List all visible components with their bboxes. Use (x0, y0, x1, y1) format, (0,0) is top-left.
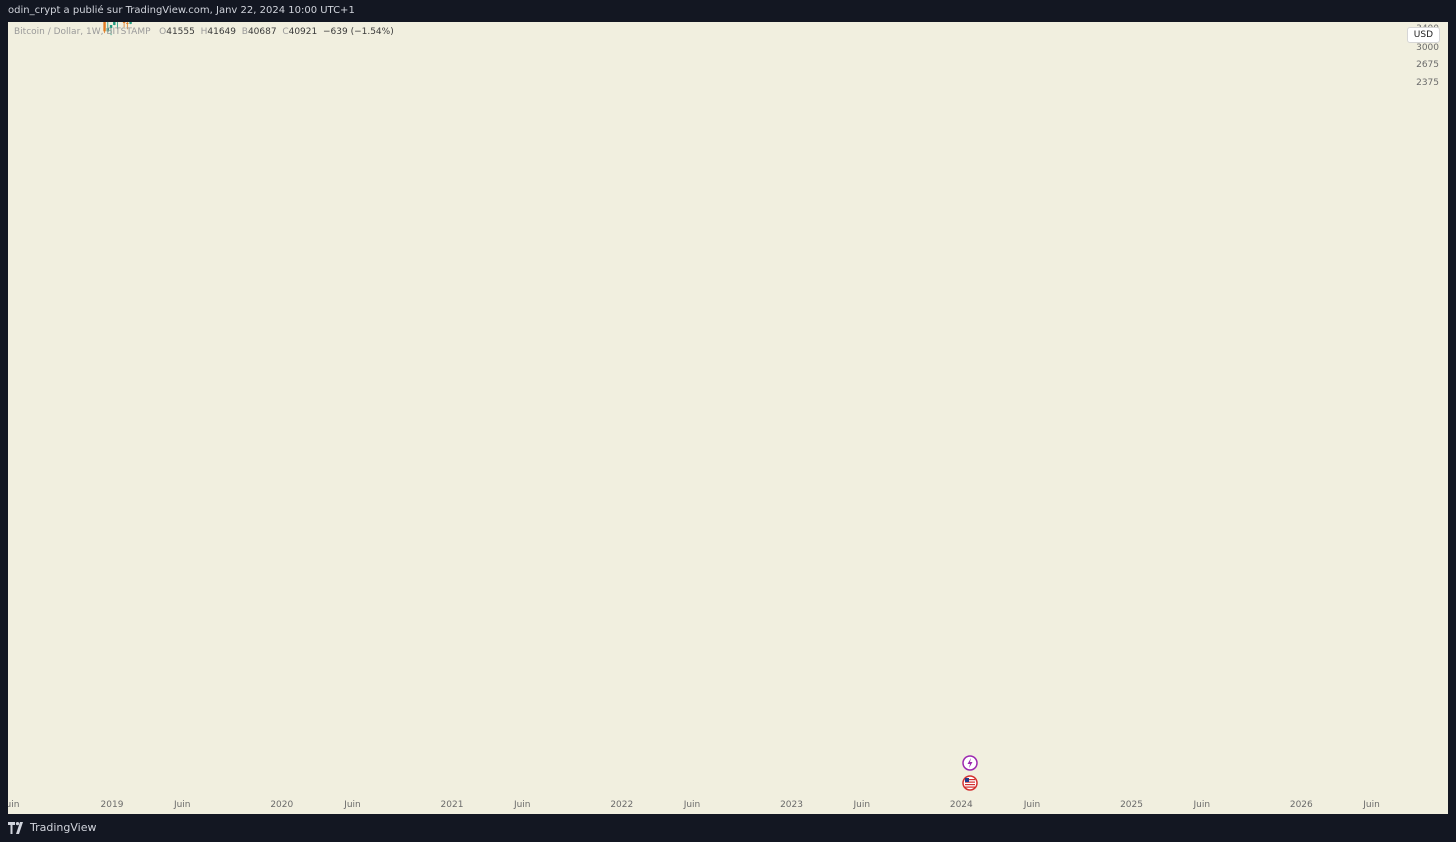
x-tick-label: 2019 (101, 800, 124, 810)
attribution-text: odin_crypt a publié sur TradingView.com,… (8, 5, 355, 16)
x-tick-label: Juin (513, 800, 531, 810)
price-chart[interactable]: 8800076000660005800050000440003800032000… (8, 22, 1448, 814)
footer-bar: TradingView (0, 814, 1456, 842)
candle-body (103, 22, 106, 32)
chart-area[interactable]: 8800076000660005800050000440003800032000… (8, 22, 1448, 814)
high-value: 41649 (207, 27, 237, 37)
brand-text: TradingView (30, 821, 97, 834)
flag-stripe (965, 786, 975, 788)
x-tick-label: 2023 (780, 800, 803, 810)
candle-body (109, 25, 113, 29)
symbol-title: Bitcoin / Dollar, 1W, BITSTAMP (14, 27, 151, 37)
y-tick-label: 2675 (1416, 60, 1439, 70)
y-tick-label: 3000 (1416, 43, 1439, 53)
attribution-bar: odin_crypt a publié sur TradingView.com,… (0, 0, 1456, 22)
x-tick-label: Juin (1023, 800, 1041, 810)
candle-body (126, 22, 129, 24)
change-value: −639 (−1.54%) (322, 27, 394, 37)
flag-stripe (965, 781, 975, 783)
x-tick-label: Juin (1362, 800, 1380, 810)
x-tick-label: 2020 (270, 800, 293, 810)
open-value: 41555 (166, 27, 195, 37)
x-tick-label: Juin (343, 800, 361, 810)
x-tick-label: uin (8, 800, 19, 810)
x-tick-label: Juin (852, 800, 870, 810)
close-value: 40921 (288, 27, 318, 37)
x-tick-label: 2026 (1290, 800, 1313, 810)
tradingview-logo[interactable]: TradingView (8, 814, 96, 842)
candle-body (113, 22, 116, 26)
currency-button[interactable]: USD (1406, 27, 1440, 43)
flag-stripe (965, 779, 975, 781)
candle-body (122, 22, 126, 23)
candle-body (106, 28, 110, 32)
x-tick-label: 2021 (441, 800, 464, 810)
x-tick-label: Juin (1192, 800, 1210, 810)
y-tick-label: 2375 (1416, 78, 1439, 88)
x-tick-label: 2024 (950, 800, 973, 810)
ohlc-legend: Bitcoin / Dollar, 1W, BITSTAMP O41555 H4… (14, 27, 394, 37)
tradingview-logo-icon (8, 822, 23, 834)
lightning-glyph (967, 758, 973, 768)
x-tick-label: 2025 (1120, 800, 1143, 810)
flag-canton (965, 778, 969, 782)
x-tick-label: Juin (173, 800, 191, 810)
low-value: 40687 (247, 27, 277, 37)
x-tick-label: Juin (683, 800, 701, 810)
candle-body (129, 22, 132, 24)
x-tick-label: 2022 (610, 800, 633, 810)
flag-stripe (965, 784, 975, 786)
